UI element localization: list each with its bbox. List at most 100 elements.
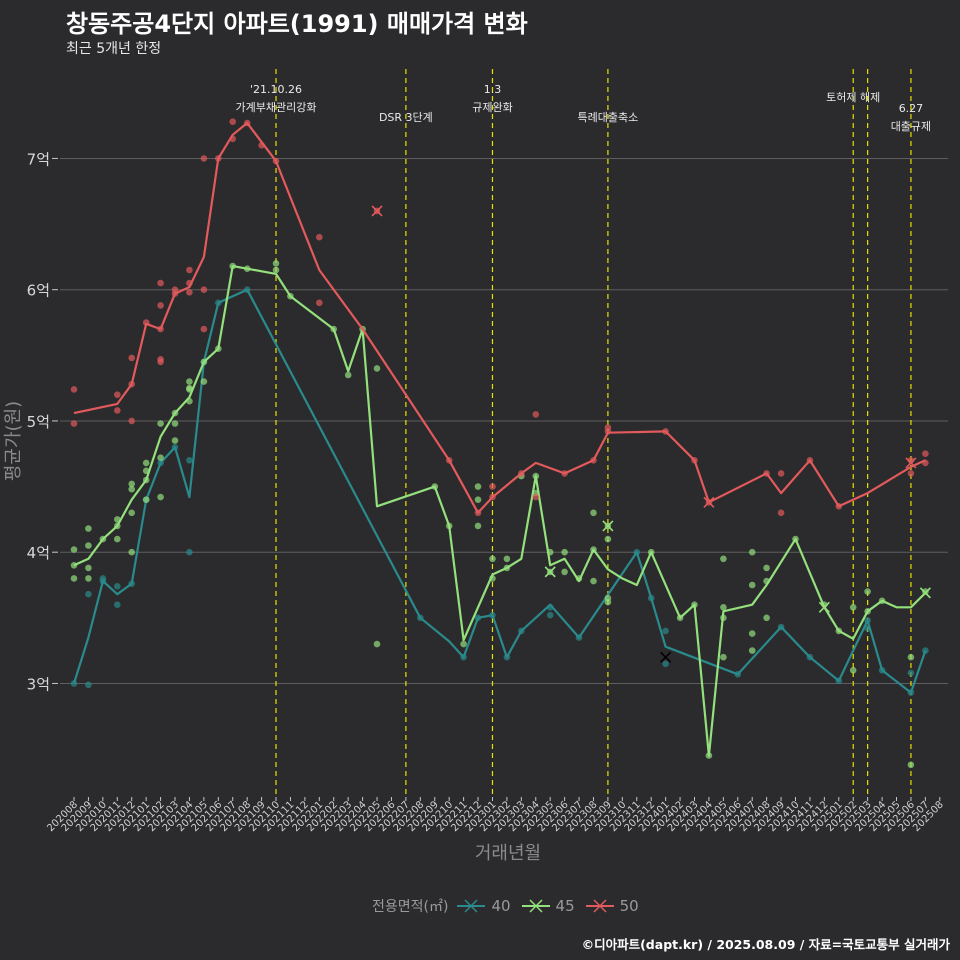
data-point-50 <box>445 457 453 464</box>
data-point-50 <box>922 450 929 458</box>
data-point-50 <box>157 279 164 287</box>
data-point-50 <box>532 411 540 418</box>
data-point-45 <box>85 564 92 572</box>
data-point-40 <box>734 671 742 678</box>
data-point-40 <box>647 594 655 602</box>
chart-title: 창동주공4단지 아파트(1991) 매매가격 변화 <box>66 10 528 38</box>
highlight-marker-50 <box>703 496 715 508</box>
legend: 전용면적(㎡) 40 45 50 <box>372 896 649 916</box>
data-point-50 <box>518 470 525 477</box>
data-point-45 <box>720 604 727 611</box>
highlight-marker-45 <box>544 566 556 578</box>
y-tick-label: 3억 <box>27 675 50 693</box>
legend-item-45: 45 <box>521 896 575 916</box>
data-point-45 <box>128 480 135 488</box>
data-point-45 <box>344 371 352 379</box>
legend-title: 전용면적(㎡) <box>372 899 449 915</box>
axes: 3억4억5억6억7억202008202009202010202011202012… <box>27 150 946 834</box>
data-point-45 <box>373 640 381 648</box>
grid-lines <box>60 157 948 684</box>
data-point-45 <box>215 345 222 353</box>
data-point-45 <box>575 575 583 582</box>
data-point-50 <box>200 155 208 162</box>
legend-key-45 <box>521 899 550 913</box>
event-label: 특례대출축소 <box>578 111 639 124</box>
data-point-45 <box>114 516 121 523</box>
data-point-45 <box>864 608 871 615</box>
data-point-45 <box>604 535 612 543</box>
y-axis-title: 평균가(원) <box>3 401 24 481</box>
data-point-50 <box>114 407 121 414</box>
data-point-50 <box>604 428 612 435</box>
y-tick-label: 5억 <box>27 413 50 431</box>
data-point-45 <box>287 292 294 300</box>
x-axis-title: 거래년월 <box>475 843 541 864</box>
data-point-45 <box>373 365 381 372</box>
data-point-45 <box>489 555 496 563</box>
data-point-45 <box>99 535 107 543</box>
data-point-50 <box>70 386 78 393</box>
data-point-50 <box>806 457 814 464</box>
data-point-45 <box>243 265 251 273</box>
data-point-40 <box>460 653 467 661</box>
data-point-40 <box>907 669 915 677</box>
data-point-45 <box>474 483 482 490</box>
data-point-45 <box>85 575 92 582</box>
highlight-marker-45 <box>818 601 830 613</box>
data-point-40 <box>114 583 121 590</box>
data-point-45 <box>532 472 540 480</box>
data-point-40 <box>662 627 669 635</box>
series-line-45 <box>73 265 927 757</box>
data-point-45 <box>864 588 871 595</box>
data-point-45 <box>200 358 208 366</box>
data-point-50 <box>142 319 150 326</box>
data-point-45 <box>763 577 770 585</box>
data-point-45 <box>748 647 756 654</box>
data-point-50 <box>70 420 78 427</box>
data-point-45 <box>561 568 568 576</box>
data-point-40 <box>518 627 525 635</box>
data-point-45 <box>922 588 929 595</box>
data-point-50 <box>835 503 843 510</box>
data-point-45 <box>748 630 756 637</box>
data-point-50 <box>243 119 251 127</box>
data-point-50 <box>229 135 236 143</box>
data-point-50 <box>258 142 265 149</box>
data-point-40 <box>215 299 222 307</box>
data-point-40 <box>114 601 121 608</box>
data-point-50 <box>128 354 135 362</box>
legend-label-45: 45 <box>555 897 575 915</box>
data-point-40 <box>546 611 554 619</box>
data-point-40 <box>243 286 251 294</box>
data-point-50 <box>474 509 482 517</box>
legend-key-40 <box>457 899 486 913</box>
legend-label-40: 40 <box>491 897 511 915</box>
event-label: '21.10.26 <box>250 83 302 96</box>
data-point-40 <box>922 647 929 654</box>
data-point-45 <box>171 420 179 427</box>
data-point-45 <box>142 496 150 504</box>
data-point-50 <box>489 483 496 490</box>
data-point-40 <box>157 459 164 467</box>
data-point-45 <box>142 467 150 475</box>
data-point-50 <box>114 391 121 399</box>
data-point-45 <box>474 496 482 504</box>
data-point-45 <box>676 614 684 622</box>
y-tick-label: 6억 <box>27 282 50 300</box>
legend-item-50: 50 <box>585 896 639 916</box>
data-point-40 <box>70 680 78 687</box>
data-point-45 <box>763 564 770 572</box>
data-point-45 <box>590 509 597 517</box>
legend-key-50 <box>585 899 614 913</box>
data-point-45 <box>171 437 179 444</box>
data-point-50 <box>186 289 193 296</box>
data-point-50 <box>200 325 208 333</box>
data-point-45 <box>70 575 78 582</box>
data-point-45 <box>691 601 698 608</box>
source-caption: ©디아파트(dapt.kr) / 2025.08.09 / 자료=국토교통부 실… <box>581 937 950 952</box>
data-point-45 <box>705 752 713 759</box>
data-point-40 <box>546 604 554 611</box>
data-point-40 <box>575 634 583 641</box>
data-point-45 <box>460 640 467 648</box>
data-point-50 <box>128 380 135 388</box>
